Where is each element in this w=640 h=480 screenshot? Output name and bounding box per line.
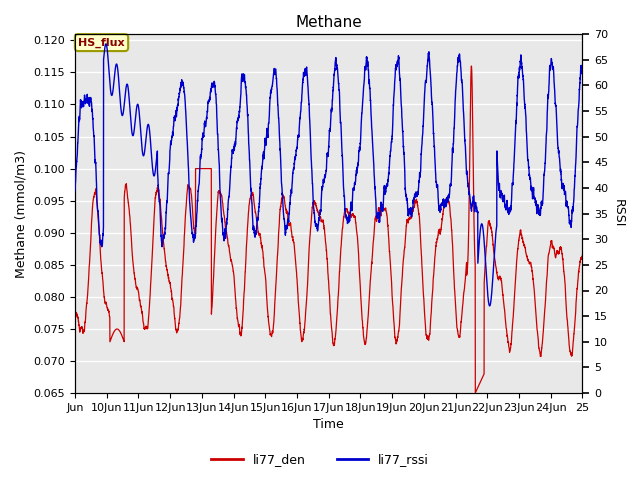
Y-axis label: RSSI: RSSI bbox=[612, 199, 625, 228]
Legend: li77_den, li77_rssi: li77_den, li77_rssi bbox=[206, 448, 434, 471]
Text: HS_flux: HS_flux bbox=[78, 37, 125, 48]
Title: Methane: Methane bbox=[295, 15, 362, 30]
X-axis label: Time: Time bbox=[314, 419, 344, 432]
Y-axis label: Methane (mmol/m3): Methane (mmol/m3) bbox=[15, 150, 28, 277]
